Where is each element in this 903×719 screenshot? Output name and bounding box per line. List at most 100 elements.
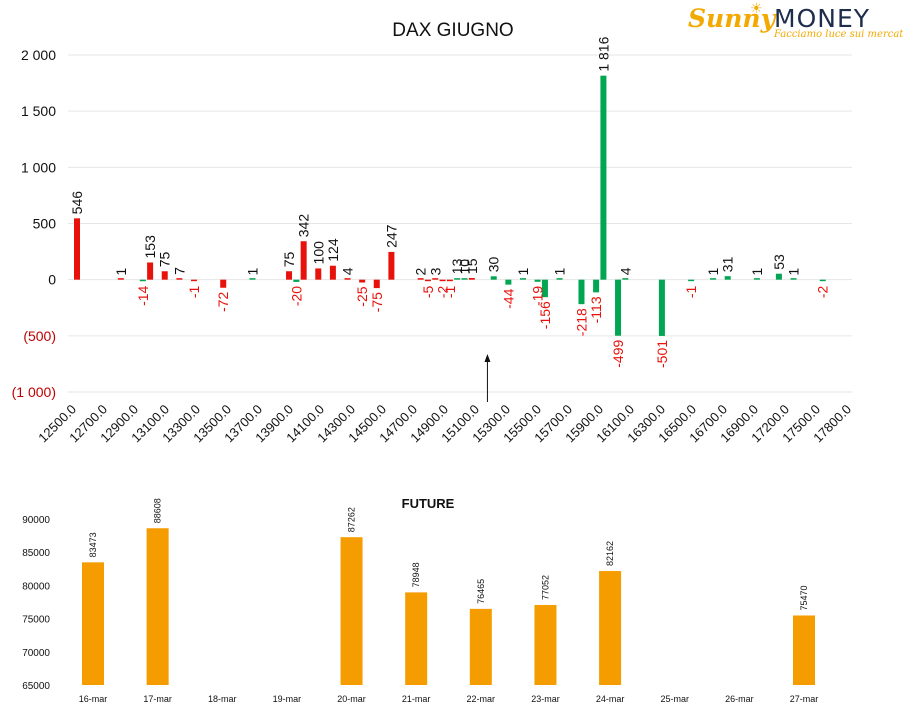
dax-bar bbox=[176, 278, 183, 280]
future-bar bbox=[340, 537, 363, 685]
dax-data-label: -75 bbox=[369, 292, 385, 312]
future-data-label: 88608 bbox=[153, 498, 163, 523]
arrow-head bbox=[484, 354, 491, 362]
dax-data-label: -14 bbox=[135, 285, 151, 305]
dax-data-label: 546 bbox=[69, 191, 85, 215]
dax-data-label: 1 bbox=[113, 268, 129, 276]
future-y-tick-label: 70000 bbox=[22, 648, 50, 659]
dax-data-label: -218 bbox=[573, 308, 589, 336]
future-y-tick-label: 90000 bbox=[22, 515, 50, 526]
dax-data-label: 1 bbox=[705, 268, 721, 276]
future-chart-title: FUTURE bbox=[402, 496, 455, 511]
dax-data-label: 124 bbox=[325, 238, 341, 262]
dax-bar bbox=[490, 276, 497, 280]
dax-bar bbox=[293, 279, 300, 282]
dax-data-label: 153 bbox=[142, 235, 158, 259]
dax-data-label: 1 bbox=[552, 268, 568, 276]
dax-y-tick-label: 0 bbox=[48, 272, 56, 288]
dax-data-label: 4 bbox=[617, 267, 633, 275]
future-x-tick-label: 27-mar bbox=[790, 694, 819, 704]
dax-bar bbox=[600, 75, 607, 280]
dax-data-label: -72 bbox=[215, 292, 231, 312]
dax-bar bbox=[432, 278, 439, 280]
future-chart: FUTURE 90000 85000 80000 75000 70000 65000 83… bbox=[22, 496, 818, 704]
future-x-tick-label: 23-mar bbox=[531, 694, 560, 704]
dax-data-label: 4 bbox=[340, 267, 356, 275]
future-x-tick-label: 19-mar bbox=[273, 694, 302, 704]
logo-money-text: MONEY bbox=[774, 4, 871, 33]
dax-bar bbox=[249, 278, 256, 280]
logo-tagline: Facciamo luce sui mercati bbox=[774, 29, 903, 40]
dax-bar bbox=[724, 276, 731, 280]
future-x-tick-label: 17-mar bbox=[143, 694, 172, 704]
future-x-tick-label: 24-mar bbox=[596, 694, 625, 704]
dax-data-label: -2 bbox=[435, 285, 451, 298]
future-x-tick-label: 21-mar bbox=[402, 694, 431, 704]
dax-y-tick-label: (1 000) bbox=[12, 384, 56, 400]
future-data-label: 77052 bbox=[540, 575, 550, 600]
dax-y-tick-label: 1 500 bbox=[21, 103, 56, 119]
dax-data-label: -113 bbox=[588, 296, 604, 323]
future-y-tick-label: 65000 bbox=[22, 681, 50, 692]
dax-data-label: -499 bbox=[610, 340, 626, 368]
future-data-label: 82162 bbox=[605, 541, 615, 566]
dax-bar bbox=[424, 279, 431, 282]
dax-bar bbox=[534, 279, 541, 282]
dax-y-tick-label: 500 bbox=[33, 216, 57, 232]
future-x-tick-label: 20-mar bbox=[337, 694, 366, 704]
dax-bar bbox=[329, 265, 336, 280]
dax-bar bbox=[461, 278, 468, 280]
dax-bar bbox=[344, 278, 351, 280]
future-x-tick-label: 18-mar bbox=[208, 694, 237, 704]
dax-data-label: 2 bbox=[413, 267, 429, 275]
future-x-tick-label: 26-mar bbox=[725, 694, 754, 704]
dax-bar bbox=[710, 278, 717, 280]
future-x-tick-label: 16-mar bbox=[79, 694, 108, 704]
dax-data-label: -25 bbox=[354, 286, 370, 306]
dax-y-tick-label: 2 000 bbox=[21, 47, 56, 63]
dax-data-label: -1 bbox=[683, 285, 699, 298]
dax-bar bbox=[688, 279, 695, 282]
dax-data-label: 1 816 bbox=[595, 36, 611, 71]
dax-data-label: 13 bbox=[449, 258, 465, 274]
dax-y-tick-label: (500) bbox=[23, 328, 56, 344]
future-data-label: 87262 bbox=[347, 507, 357, 532]
dax-data-label: 75 bbox=[281, 251, 297, 267]
dax-bar bbox=[454, 278, 461, 280]
dax-bar bbox=[505, 279, 512, 285]
dax-x-axis: 12500.012700.012900.013100.013300.013500… bbox=[35, 402, 854, 446]
dax-data-label: 30 bbox=[486, 257, 502, 273]
dax-data-label: -44 bbox=[500, 288, 516, 308]
dax-bar bbox=[161, 271, 168, 280]
dax-data-label: 342 bbox=[296, 214, 312, 238]
dax-bar bbox=[446, 279, 453, 282]
dax-bar bbox=[74, 218, 80, 280]
dax-bar bbox=[790, 278, 797, 280]
dax-bar bbox=[388, 251, 395, 280]
dax-data-label: 15 bbox=[464, 258, 480, 274]
dax-bars bbox=[74, 75, 826, 336]
dax-bar bbox=[359, 279, 366, 283]
dax-data-label: 3 bbox=[427, 267, 443, 275]
dax-bar bbox=[658, 279, 665, 336]
dax-data-label: 10 bbox=[457, 259, 473, 275]
dax-data-label: 75 bbox=[157, 251, 173, 267]
future-y-tick-label: 85000 bbox=[22, 548, 50, 559]
dax-bar bbox=[468, 277, 475, 280]
dax-y-tick-label: 1 000 bbox=[21, 159, 56, 175]
dax-data-label: 1 bbox=[244, 268, 260, 276]
dax-bar bbox=[819, 279, 826, 282]
dax-bar bbox=[556, 278, 563, 280]
dax-data-label: -156 bbox=[537, 301, 553, 329]
dax-data-label: 100 bbox=[310, 241, 326, 265]
dax-bar bbox=[578, 279, 585, 305]
future-bar bbox=[82, 562, 104, 685]
dax-data-label: -1 bbox=[442, 285, 458, 298]
future-data-label: 75470 bbox=[799, 585, 809, 610]
dax-bar bbox=[220, 279, 227, 288]
dax-bar bbox=[753, 278, 760, 280]
future-x-axis: 16-mar 17-mar 18-mar 19-mar 20-mar 21-mar 22-m… bbox=[79, 694, 819, 704]
sun-icon: ☀ bbox=[750, 0, 763, 16]
future-x-tick-label: 25-mar bbox=[660, 694, 689, 704]
dax-data-label: 7 bbox=[171, 267, 187, 275]
